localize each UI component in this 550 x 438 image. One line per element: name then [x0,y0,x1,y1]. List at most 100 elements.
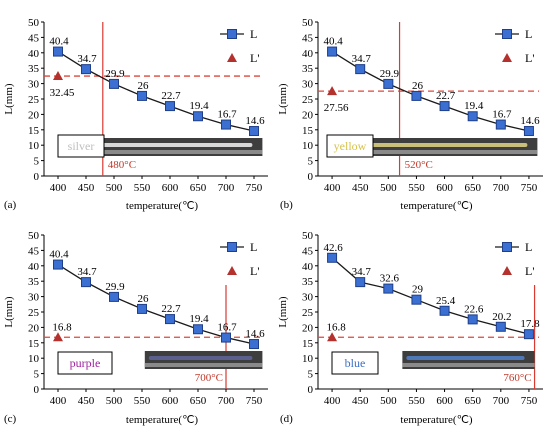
y-tick-label: 30 [28,79,40,91]
series-L-data-label: 40.4 [49,36,69,48]
color-label-box [57,134,105,158]
x-tick-label: 750 [246,182,263,194]
photo-ruler [88,150,263,154]
series-L-data-label: 25.4 [436,295,456,307]
series-L-data-label: 29 [412,284,424,296]
series-L-data-label: 22.6 [464,303,484,315]
series-Lprime-data-label: 27.56 [324,102,349,114]
x-tick-label: 750 [521,395,538,407]
series-Lprime-point [327,332,338,342]
y-tick-label: 20 [28,109,40,121]
y-tick-label: 10 [302,140,314,152]
legend-Lprime-marker [227,53,237,62]
y-tick-label: 50 [28,17,40,29]
series-L-point [383,78,394,89]
y-tick-label: 25 [28,307,40,319]
photo-ruler [363,150,538,154]
series-L-data-label: 14.6 [520,115,540,127]
photo-ruler [402,363,535,367]
chart-panel-a: 0 5 10 15 20 25 30 35 40 45 50 400 450 500 550 600 650 70… [3,17,268,212]
legend-L-marker [227,242,237,252]
y-tick-label: 20 [302,322,314,334]
series-L-data-label: 20.2 [492,311,511,323]
y-axis-label: L(mm) [277,83,289,114]
y-tick-label: 50 [302,230,314,242]
color-label-box [326,134,374,158]
x-tick-label: 650 [190,182,207,194]
series-L-point [327,46,338,57]
panel-label: (a) [4,199,17,211]
x-tick-label: 450 [78,395,95,407]
y-tick-label: 0 [308,384,314,396]
series-L-point [495,119,506,130]
x-axis-label: temperature(℃) [400,200,473,212]
x-tick-label: 550 [134,182,151,194]
series-L-data-label: 42.6 [323,242,343,254]
x-axis-label: temperature(℃) [400,414,473,426]
y-tick-label: 35 [28,63,40,75]
threshold-temperature-label: 480°C [108,159,136,171]
series-L-point [221,332,231,343]
legend-L-marker [227,29,237,39]
y-tick-label: 40 [28,48,40,60]
series-L-data-label: 19.4 [464,100,484,112]
color-label: yellow [334,139,367,153]
x-tick-label: 550 [134,395,151,407]
x-tick-label: 600 [436,395,453,407]
series-L-point [439,305,450,316]
color-label: purple [70,356,101,370]
series-Lprime-point [327,86,338,96]
threshold-temperature-label: 700°C [195,372,223,384]
legend-Lprime-label: L' [525,264,535,278]
y-tick-label: 20 [28,322,40,334]
y-axis-label: L(mm) [277,296,289,327]
series-L-point [221,119,231,130]
series-L-point [411,90,422,101]
y-tick-label: 45 [302,245,314,257]
series-L-data-label: 26 [138,80,150,92]
chart-panel-d: 0 5 10 15 20 25 30 35 40 45 50 400 450 500 550 600 650 70… [277,230,543,426]
y-tick-label: 50 [302,17,314,29]
series-Lprime-data-label: 16.8 [52,321,72,333]
legend: L L' [220,27,260,65]
y-tick-label: 40 [28,261,40,273]
x-tick-label: 700 [493,182,510,194]
series-L-point [439,101,450,112]
series-L-point [137,90,147,101]
series-L-data-label: 26 [138,293,150,305]
legend-L-marker [502,242,512,252]
series-L-point [53,259,63,270]
legend-Lprime-label: L' [525,51,535,65]
x-tick-label: 700 [493,395,510,407]
series-L-data-label: 19.4 [189,100,209,112]
series-L-point [411,294,422,305]
legend-L-label: L [250,27,257,41]
series-L-data-label: 32.6 [380,273,400,285]
series-L-point [165,101,175,112]
legend-L-marker [502,29,512,39]
y-tick-label: 35 [28,276,40,288]
series-L-data-label: 29.9 [380,68,400,80]
series-L-point [81,64,91,75]
photo-wire [92,143,253,147]
y-axis-label: L(mm) [3,83,15,114]
y-tick-label: 15 [302,338,314,350]
y-tick-label: 15 [28,338,40,350]
y-tick-label: 15 [302,125,314,137]
threshold-temperature-label: 520°C [405,159,433,171]
series-L-point [249,339,259,350]
legend-Lprime-marker [227,266,237,275]
x-axis-label: temperature(℃) [126,200,199,212]
series-L-point [109,78,119,89]
series-L-point [327,252,338,263]
legend-Lprime-label: L' [250,264,260,278]
color-label: blue [345,356,366,370]
x-tick-label: 500 [106,395,123,407]
x-tick-label: 400 [50,182,67,194]
series-L-data-label: 29.9 [105,68,125,80]
y-tick-label: 0 [308,171,314,183]
x-tick-label: 650 [464,182,481,194]
legend-Lprime-marker [502,53,512,62]
series-L-point [467,314,478,325]
x-tick-label: 450 [352,395,369,407]
